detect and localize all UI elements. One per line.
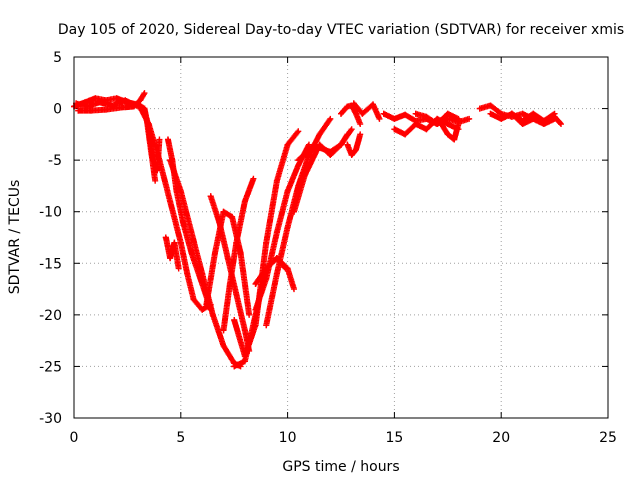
y-tick-label: -10 bbox=[39, 205, 62, 221]
data-trace bbox=[73, 97, 140, 110]
y-tick-label: -30 bbox=[39, 411, 62, 427]
data-trace bbox=[220, 177, 256, 334]
data-trace bbox=[438, 121, 462, 143]
y-tick-label: 5 bbox=[53, 50, 62, 66]
data-trace bbox=[350, 100, 382, 121]
x-tick-label: 15 bbox=[385, 430, 403, 446]
data-trace bbox=[162, 234, 182, 270]
data-trace bbox=[412, 110, 461, 127]
data-trace bbox=[344, 132, 363, 158]
x-tick-label: 5 bbox=[176, 430, 185, 446]
data-trace bbox=[295, 127, 354, 164]
data-trace bbox=[508, 110, 557, 124]
data-points bbox=[71, 90, 565, 370]
data-trace bbox=[207, 193, 252, 353]
series-arc-26 bbox=[438, 121, 462, 143]
series-arc-25 bbox=[412, 110, 462, 128]
y-tick-label: -25 bbox=[39, 359, 62, 375]
data-trace bbox=[203, 208, 252, 317]
x-tick-label: 20 bbox=[492, 430, 510, 446]
y-tick-label: 0 bbox=[53, 102, 62, 118]
y-axis-label: SDTVAR / TECUs bbox=[7, 180, 23, 295]
series-arc-20 bbox=[338, 102, 364, 128]
series-arc-29 bbox=[508, 110, 558, 124]
series-arc-12 bbox=[220, 175, 257, 334]
series-arc-19 bbox=[295, 126, 355, 164]
series-arc-10 bbox=[203, 208, 253, 318]
series-arc-17 bbox=[252, 255, 298, 293]
series-arc-6 bbox=[135, 100, 214, 313]
series-arc-22 bbox=[350, 100, 383, 122]
series-arc-21 bbox=[344, 131, 364, 158]
chart-title: Day 105 of 2020, Sidereal Day-to-day VTE… bbox=[58, 22, 624, 38]
x-axis-label: GPS time / hours bbox=[282, 459, 399, 475]
series-arc-9 bbox=[162, 234, 182, 272]
data-trace bbox=[135, 100, 213, 313]
x-tick-label: 10 bbox=[279, 430, 297, 446]
y-tick-label: -5 bbox=[48, 153, 62, 169]
series-arc-3 bbox=[73, 97, 142, 110]
plot-frame bbox=[73, 56, 609, 419]
data-trace bbox=[252, 143, 312, 313]
data-trace bbox=[338, 102, 363, 126]
series-arc-15 bbox=[252, 141, 312, 313]
x-tick-label: 0 bbox=[70, 430, 79, 446]
y-tick-label: -15 bbox=[39, 256, 62, 272]
tick-labels: 5 0 -5 -10 -15 -20 -25 -30 0 5 10 15 20 25 bbox=[39, 50, 617, 446]
data-trace bbox=[252, 255, 297, 291]
y-tick-label: -20 bbox=[39, 308, 62, 324]
data-trace bbox=[165, 136, 214, 312]
series-arc-11 bbox=[207, 193, 253, 354]
x-tick-label: 25 bbox=[599, 430, 617, 446]
series-arc-8 bbox=[164, 136, 214, 313]
